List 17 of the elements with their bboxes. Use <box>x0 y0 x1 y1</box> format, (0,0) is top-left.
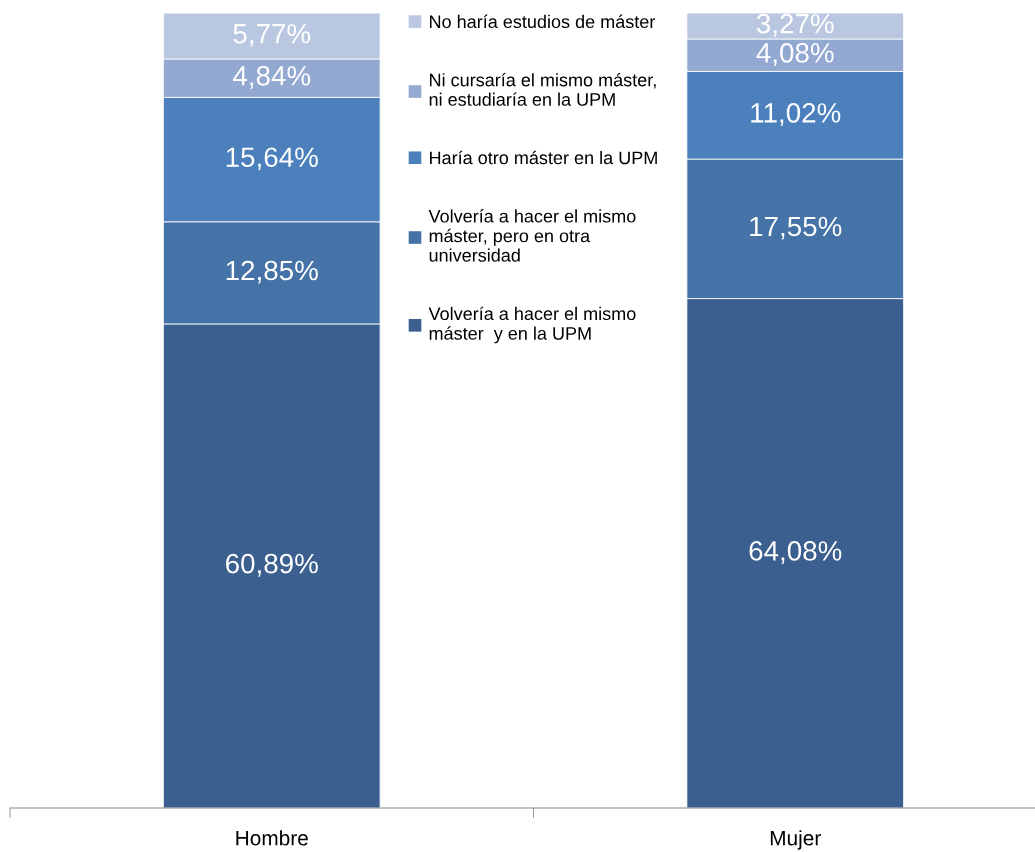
legend-label: No haría estudios de máster <box>430 14 656 29</box>
x-tick-label: Hombre <box>236 830 308 846</box>
x-tick-label: Mujer <box>770 830 821 850</box>
legend-label: Volvería a hacer el mismo máster, pero en otra universidad <box>428 209 636 262</box>
legend-label: Haría otro máster en la UPM <box>430 150 657 165</box>
legend-label: Ni cursaría el mismo máster, ni estudiaría en la UPM <box>429 72 656 106</box>
data-label: 4,08% <box>756 43 834 66</box>
legend-label: Volvería a hacer el mismo máster y en la UPM <box>428 306 636 344</box>
data-label: 5,77% <box>233 23 311 47</box>
data-label: 17,55% <box>750 216 842 240</box>
data-label: 4,84% <box>233 65 311 89</box>
data-label: 64,08% <box>749 541 842 565</box>
data-label: 11,02% <box>751 103 841 126</box>
data-label: 3,27% <box>756 13 834 37</box>
data-label: 12,85% <box>226 260 318 284</box>
data-label: 60,89% <box>226 553 318 577</box>
data-label: 15,64% <box>226 147 318 171</box>
